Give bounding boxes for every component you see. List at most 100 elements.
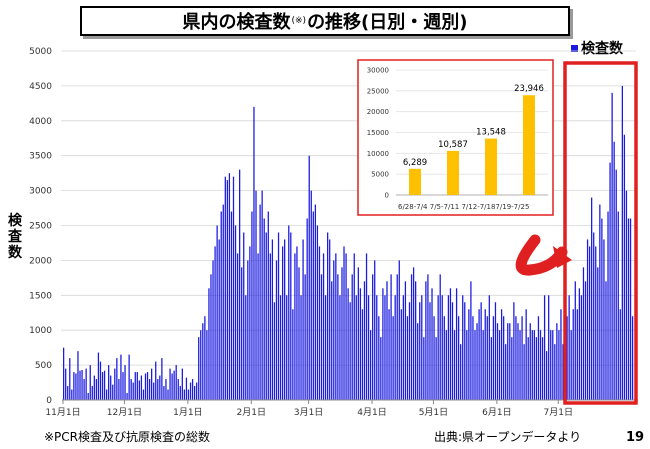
daily-bar [578, 288, 581, 400]
daily-bar [105, 389, 108, 400]
daily-bar [570, 330, 572, 400]
daily-bar [363, 281, 366, 400]
daily-bar [95, 379, 98, 400]
daily-bar [586, 239, 589, 400]
y-tick-label: 1000 [29, 326, 52, 336]
daily-bar [439, 274, 441, 400]
footnote: ※PCR検査及び抗原検査の総数 [44, 430, 211, 444]
inset-data-label: 23,946 [514, 84, 544, 94]
daily-bar [400, 309, 402, 400]
daily-bar [546, 351, 548, 400]
daily-bar [243, 232, 245, 400]
daily-bar [124, 365, 126, 400]
daily-bar [67, 386, 69, 400]
daily-bar [130, 379, 132, 400]
daily-bar [468, 309, 470, 400]
daily-bar [609, 162, 611, 400]
daily-bar [349, 302, 351, 400]
daily-bar [396, 274, 398, 400]
y-tick-label: 2000 [29, 256, 52, 266]
daily-bar [372, 274, 374, 400]
daily-bar [329, 239, 331, 400]
daily-bar [128, 354, 130, 400]
daily-bar [202, 323, 204, 400]
daily-bar [392, 316, 394, 400]
daily-bar [431, 288, 433, 400]
daily-bar [447, 295, 450, 400]
daily-bar [623, 134, 626, 400]
daily-bar [83, 379, 85, 400]
daily-bar [531, 330, 533, 400]
daily-bar [597, 267, 599, 400]
daily-bar [181, 368, 183, 400]
daily-bar [417, 323, 419, 400]
daily-bar [65, 368, 67, 400]
daily-bar [310, 190, 312, 400]
daily-bar [101, 372, 104, 400]
daily-bar [617, 211, 619, 400]
inset-y-tick-label: 15000 [367, 129, 389, 137]
daily-bar [175, 365, 177, 400]
daily-bar [261, 190, 263, 400]
daily-bar [603, 239, 605, 400]
daily-bar [451, 302, 454, 400]
daily-bar [394, 295, 396, 400]
daily-bar [621, 85, 623, 401]
daily-bar [388, 309, 390, 400]
daily-bar [167, 389, 169, 400]
daily-bar [627, 218, 630, 400]
daily-bar [79, 370, 81, 400]
inset-data-label: 6,289 [403, 158, 427, 168]
daily-bar [560, 309, 562, 400]
daily-bar [122, 372, 124, 400]
daily-bar [341, 267, 343, 400]
daily-bar [87, 393, 89, 400]
daily-bar [462, 295, 464, 400]
x-tick-label: 2月1日 [237, 407, 266, 418]
daily-bar [548, 295, 550, 400]
daily-bar [429, 302, 431, 400]
daily-bar [486, 316, 488, 400]
daily-bar [355, 295, 357, 400]
daily-bar [435, 337, 437, 400]
daily-bar [550, 330, 552, 400]
daily-bar [380, 337, 382, 400]
daily-bar [517, 323, 519, 400]
daily-bar [275, 260, 278, 400]
daily-bar [629, 218, 632, 400]
daily-bar [408, 302, 411, 400]
daily-bar [306, 218, 308, 400]
daily-bar [543, 295, 546, 400]
daily-bar [333, 260, 335, 400]
daily-bar [367, 295, 370, 400]
daily-bar [339, 295, 341, 400]
daily-bar [251, 211, 253, 400]
daily-bar [136, 372, 138, 400]
daily-bar [234, 225, 237, 400]
daily-bar [232, 176, 235, 400]
x-tick-label: 11月1日 [45, 407, 80, 418]
daily-bar [99, 361, 102, 400]
daily-bar [498, 330, 501, 400]
daily-bar [322, 253, 325, 400]
daily-bar [591, 197, 593, 400]
x-tick-label: 4月1日 [357, 407, 386, 418]
daily-bar [566, 316, 568, 400]
daily-bar [505, 344, 507, 400]
daily-bar [343, 246, 345, 400]
daily-bar [521, 316, 523, 400]
daily-bar [595, 246, 597, 400]
daily-bar [449, 288, 452, 400]
daily-bar [169, 368, 171, 400]
daily-bar [230, 211, 233, 400]
daily-bar [304, 274, 306, 400]
daily-bar [247, 260, 249, 400]
daily-bar [509, 323, 511, 400]
daily-bar [224, 176, 226, 400]
page-number: 19 [626, 430, 645, 445]
daily-bar [406, 316, 409, 400]
daily-bar [302, 239, 304, 400]
daily-bar [210, 274, 212, 400]
daily-bar [615, 169, 617, 400]
daily-bar [298, 267, 300, 400]
